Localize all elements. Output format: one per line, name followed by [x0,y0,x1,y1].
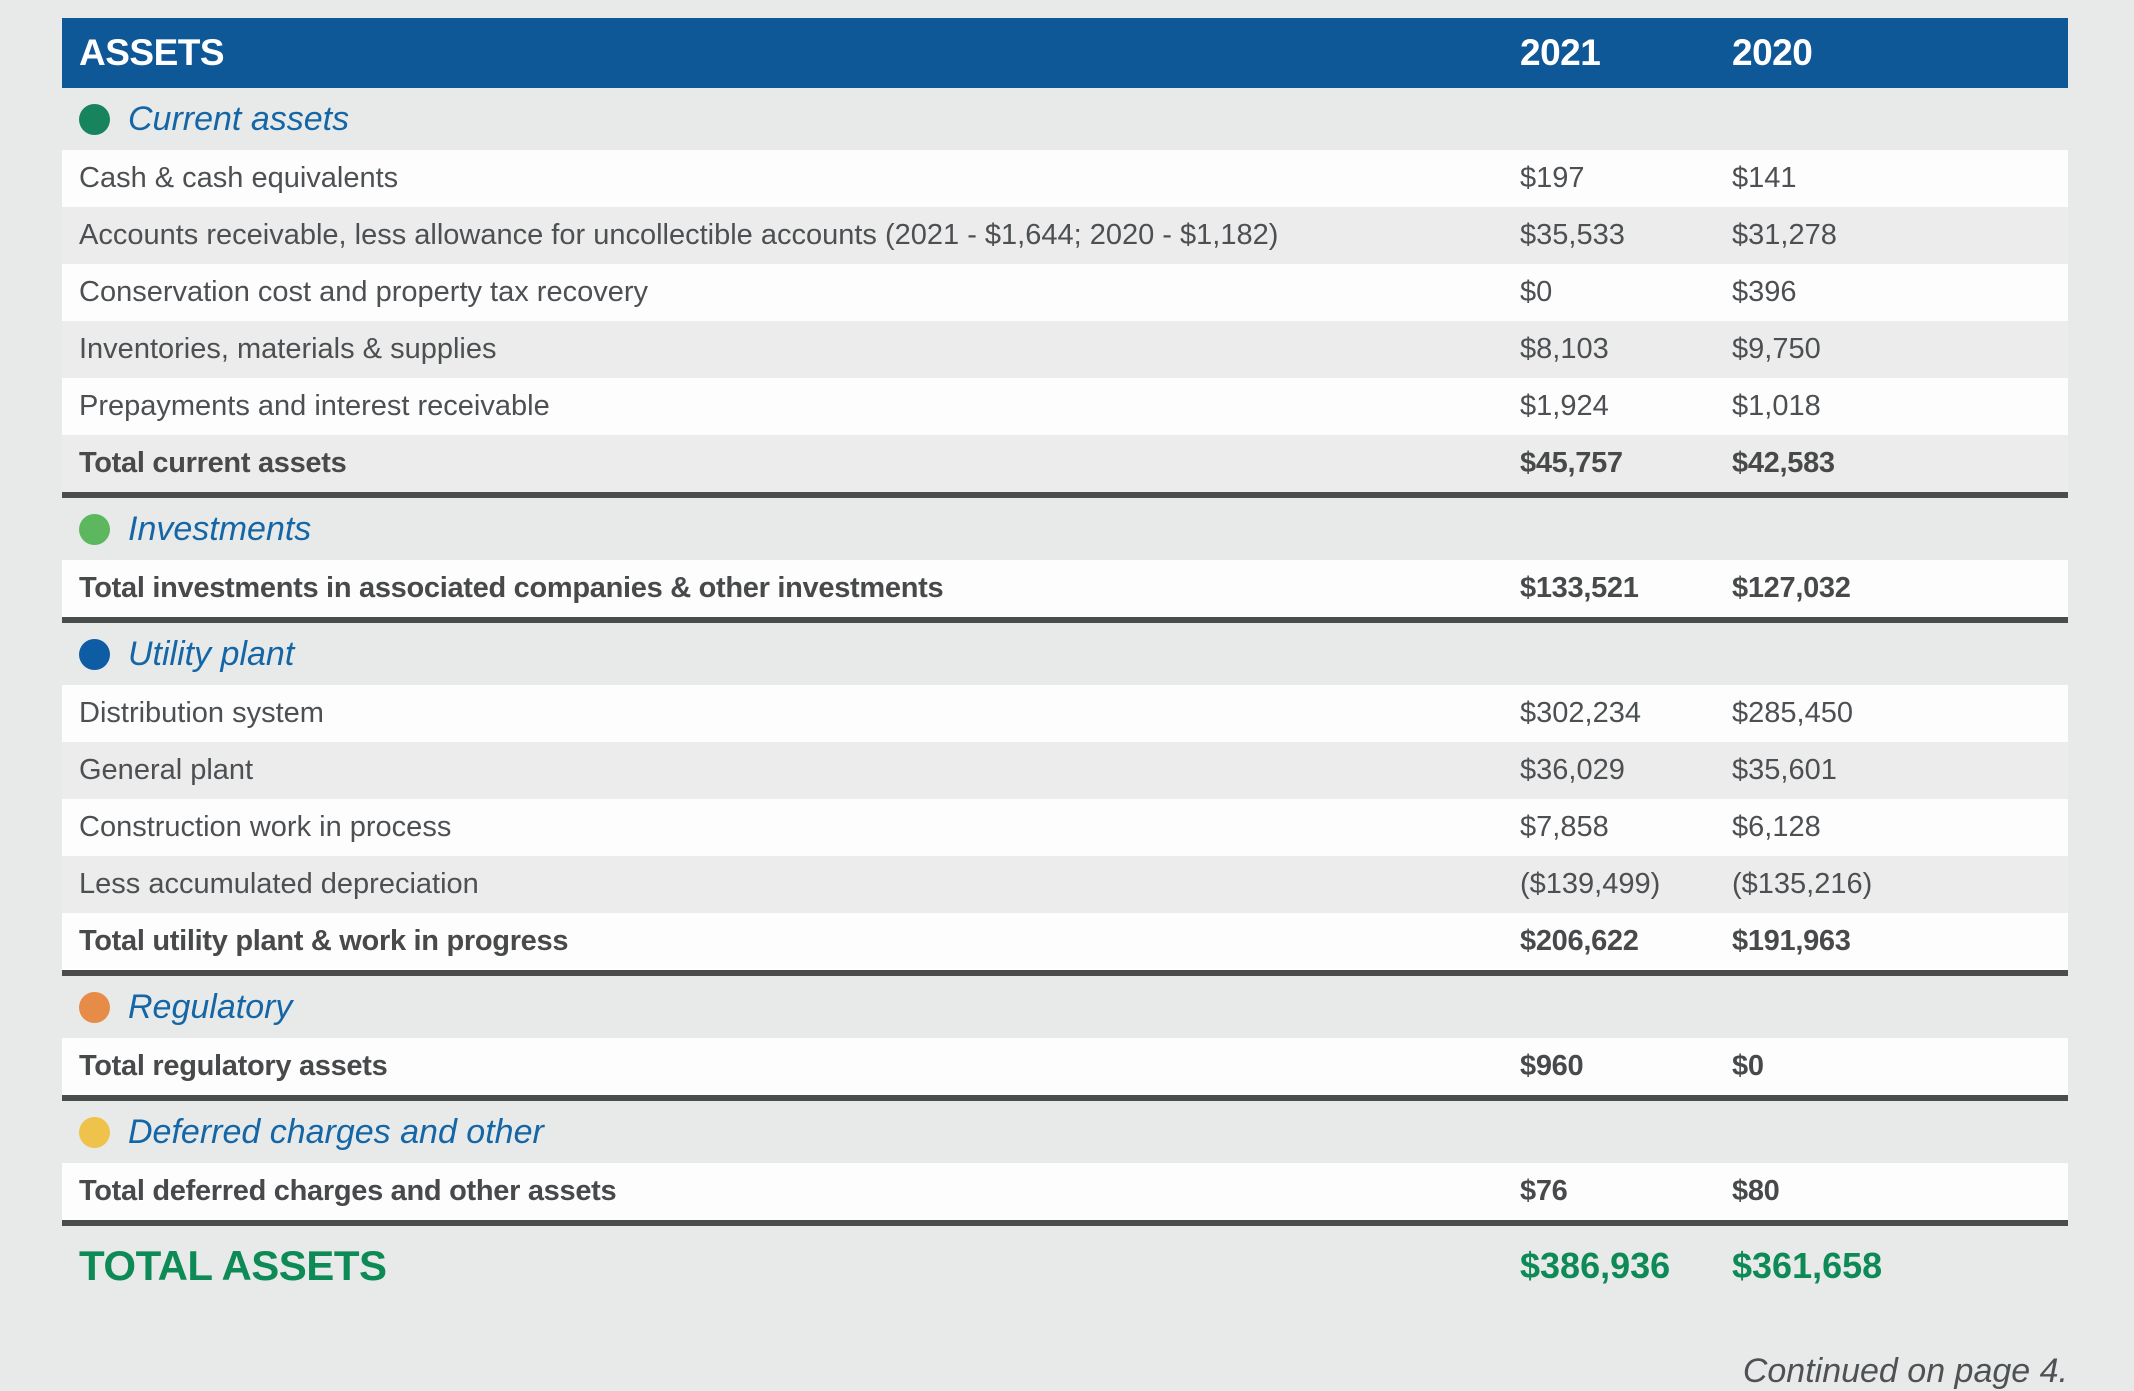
row-label: Total deferred charges and other assets [79,1175,617,1207]
table-header-row: ASSETS 2021 2020 [62,18,2068,88]
total-row-regulatory: Total regulatory assets $960 $0 [62,1038,2068,1101]
row-value-2020: $35,601 [1732,754,1837,786]
row-label: Construction work in process [79,811,452,843]
total-row-current-assets: Total current assets $45,757 $42,583 [62,435,2068,498]
row-label: Inventories, materials & supplies [79,333,497,365]
table-row: Construction work in process $7,858 $6,1… [62,799,2068,856]
row-value-2020: $0 [1732,1050,1764,1082]
row-label: Less accumulated depreciation [79,868,479,900]
row-value-2021: $197 [1520,162,1585,194]
row-value-2021: $7,858 [1520,811,1609,843]
section-label: Regulatory [128,987,293,1026]
total-row-investments: Total investments in associated companie… [62,560,2068,623]
row-value-2021: ($139,499) [1520,868,1661,900]
section-header-current-assets: Current assets [62,88,2068,150]
section-header-investments: Investments [62,498,2068,560]
row-label: General plant [79,754,254,786]
section-bullet-icon [79,103,110,135]
assets-column-header: ASSETS [79,32,225,73]
row-label: Total utility plant & work in progress [79,925,569,957]
total-assets-label: TOTAL ASSETS [79,1242,387,1289]
section-label: Deferred charges and other [128,1112,544,1151]
continued-note: Continued on page 4. [1742,1352,2068,1390]
table-row: Accounts receivable, less allowance for … [62,207,2068,264]
row-label: Conservation cost and property tax recov… [79,276,648,308]
row-label: Cash & cash equivalents [79,162,399,194]
row-value-2020: $31,278 [1732,219,1837,251]
row-value-2020: $285,450 [1732,697,1853,729]
total-row-utility-plant: Total utility plant & work in progress $… [62,913,2068,976]
section-bullet-icon [79,1116,110,1148]
row-value-2021: $960 [1520,1050,1584,1082]
row-label: Total current assets [79,447,347,479]
row-value-2020: $396 [1732,276,1797,308]
row-value-2020: $80 [1732,1175,1780,1207]
row-value-2021: $302,234 [1520,697,1641,729]
row-value-2020: $127,032 [1732,572,1851,604]
section-label: Utility plant [128,634,295,673]
table-row: Distribution system $302,234 $285,450 [62,685,2068,742]
row-value-2020: ($135,216) [1732,868,1873,900]
row-value-2021: $76 [1520,1175,1568,1207]
row-value-2021: $35,533 [1520,219,1625,251]
total-row-deferred-charges: Total deferred charges and other assets … [62,1163,2068,1226]
row-value-2020: $42,583 [1732,447,1835,479]
row-value-2021: $206,622 [1520,925,1639,957]
assets-table: ASSETS 2021 2020 Current assets Cash & c… [62,18,2068,1391]
row-value-2021: $45,757 [1520,447,1623,479]
table-row: Cash & cash equivalents $197 $141 [62,150,2068,207]
table-row: Less accumulated depreciation ($139,499)… [62,856,2068,913]
table-row: Prepayments and interest receivable $1,9… [62,378,2068,435]
total-assets-value-2020: $361,658 [1732,1245,1883,1286]
row-value-2020: $9,750 [1732,333,1821,365]
section-bullet-icon [79,513,110,545]
row-value-2020: $191,963 [1732,925,1851,957]
section-header-regulatory: Regulatory [62,976,2068,1038]
row-label: Distribution system [79,697,324,729]
section-regulatory: Regulatory Total regulatory assets $960 … [62,976,2068,1101]
section-current-assets: Current assets Cash & cash equivalents $… [62,88,2068,498]
row-value-2021: $8,103 [1520,333,1609,365]
section-investments: Investments Total investments in associa… [62,498,2068,623]
table-row: Inventories, materials & supplies $8,103… [62,321,2068,378]
table-row: Conservation cost and property tax recov… [62,264,2068,321]
section-label: Current assets [128,99,350,138]
row-label: Accounts receivable, less allowance for … [79,219,1279,251]
section-bullet-icon [79,638,110,670]
row-value-2020: $6,128 [1732,811,1821,843]
section-utility-plant: Utility plant Distribution system $302,2… [62,623,2068,976]
section-label: Investments [128,509,312,548]
table-row: General plant $36,029 $35,601 [62,742,2068,799]
row-value-2020: $1,018 [1732,390,1821,422]
row-value-2021: $1,924 [1520,390,1609,422]
grand-total-row: TOTAL ASSETS $386,936 $361,658 [62,1226,2068,1306]
section-header-utility-plant: Utility plant [62,623,2068,685]
row-value-2021: $133,521 [1520,572,1639,604]
row-label: Total regulatory assets [79,1050,388,1082]
section-header-deferred-charges: Deferred charges and other [62,1101,2068,1163]
row-value-2021: $36,029 [1520,754,1625,786]
total-assets-value-2021: $386,936 [1520,1245,1671,1286]
year-2020-column-header: 2020 [1732,32,1813,73]
row-label: Total investments in associated companie… [79,572,944,604]
section-bullet-icon [79,991,110,1023]
row-value-2021: $0 [1520,276,1553,308]
section-deferred-charges: Deferred charges and other Total deferre… [62,1101,2068,1226]
row-label: Prepayments and interest receivable [79,390,550,422]
row-value-2020: $141 [1732,162,1797,194]
year-2021-column-header: 2021 [1520,32,1601,73]
